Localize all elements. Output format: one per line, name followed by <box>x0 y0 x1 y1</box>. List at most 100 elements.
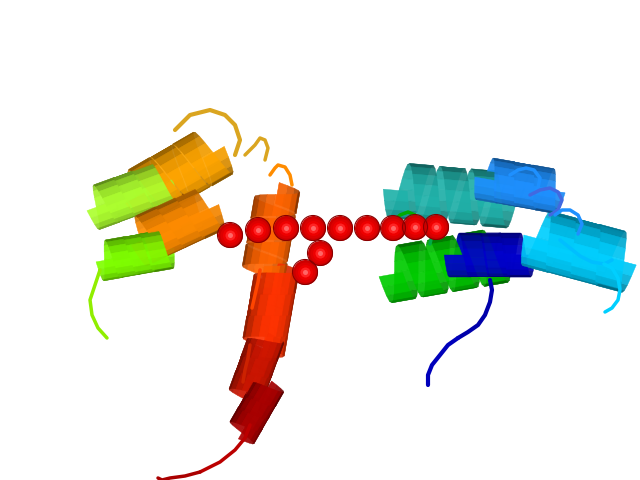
Polygon shape <box>463 249 486 257</box>
Polygon shape <box>444 255 467 264</box>
Polygon shape <box>250 274 255 296</box>
Polygon shape <box>245 242 255 264</box>
Polygon shape <box>259 391 266 410</box>
Polygon shape <box>231 371 243 389</box>
Polygon shape <box>104 248 124 259</box>
Polygon shape <box>599 278 627 291</box>
Polygon shape <box>458 230 483 238</box>
Polygon shape <box>516 203 540 210</box>
Polygon shape <box>554 251 584 268</box>
Polygon shape <box>467 172 493 181</box>
Polygon shape <box>100 272 122 280</box>
Polygon shape <box>426 240 450 253</box>
Point <box>388 224 398 232</box>
Polygon shape <box>241 338 248 357</box>
Point <box>225 231 235 239</box>
Polygon shape <box>483 243 505 251</box>
Polygon shape <box>497 236 519 241</box>
Polygon shape <box>139 231 159 235</box>
Polygon shape <box>244 382 253 397</box>
Polygon shape <box>544 189 565 193</box>
Polygon shape <box>239 397 251 415</box>
Polygon shape <box>456 241 481 255</box>
Polygon shape <box>150 196 174 208</box>
Polygon shape <box>262 336 274 358</box>
Polygon shape <box>256 300 268 324</box>
Polygon shape <box>494 192 516 202</box>
Polygon shape <box>152 145 176 160</box>
Polygon shape <box>179 152 204 174</box>
Polygon shape <box>499 233 522 234</box>
Polygon shape <box>278 331 286 354</box>
Polygon shape <box>111 250 132 261</box>
Polygon shape <box>247 295 251 318</box>
Polygon shape <box>379 273 406 287</box>
Polygon shape <box>264 229 276 253</box>
Polygon shape <box>489 276 511 277</box>
Polygon shape <box>143 212 166 225</box>
Polygon shape <box>243 246 251 269</box>
Polygon shape <box>95 190 116 206</box>
Polygon shape <box>248 320 258 344</box>
Polygon shape <box>383 283 410 296</box>
Polygon shape <box>153 180 173 187</box>
Polygon shape <box>496 200 519 207</box>
Polygon shape <box>247 296 253 320</box>
Polygon shape <box>237 358 248 378</box>
Polygon shape <box>182 236 205 248</box>
Polygon shape <box>589 234 619 251</box>
Polygon shape <box>232 407 244 423</box>
Polygon shape <box>96 259 117 269</box>
Polygon shape <box>537 226 567 243</box>
Polygon shape <box>145 256 166 266</box>
Polygon shape <box>273 284 285 309</box>
Polygon shape <box>511 264 534 271</box>
Polygon shape <box>462 241 485 249</box>
Polygon shape <box>385 209 411 218</box>
Polygon shape <box>113 258 135 268</box>
Polygon shape <box>156 256 174 266</box>
Polygon shape <box>536 204 560 213</box>
Polygon shape <box>490 199 516 212</box>
Polygon shape <box>522 247 548 264</box>
Polygon shape <box>256 273 267 294</box>
Polygon shape <box>546 265 572 278</box>
Point <box>281 224 291 232</box>
Polygon shape <box>120 274 140 277</box>
Polygon shape <box>394 200 420 211</box>
Polygon shape <box>460 233 483 236</box>
Polygon shape <box>259 315 271 336</box>
Polygon shape <box>141 235 163 244</box>
Polygon shape <box>596 276 621 289</box>
Polygon shape <box>522 235 549 253</box>
Polygon shape <box>250 398 264 416</box>
Polygon shape <box>155 248 174 259</box>
Polygon shape <box>513 162 535 166</box>
Point <box>281 224 291 232</box>
Polygon shape <box>237 395 248 409</box>
Polygon shape <box>426 236 451 245</box>
Polygon shape <box>131 164 151 174</box>
Polygon shape <box>243 243 249 265</box>
Point <box>335 224 345 232</box>
Polygon shape <box>253 391 266 409</box>
Polygon shape <box>574 218 601 225</box>
Polygon shape <box>513 255 536 264</box>
Point <box>335 224 345 232</box>
Polygon shape <box>443 267 470 281</box>
Polygon shape <box>212 171 233 186</box>
Polygon shape <box>534 170 556 181</box>
Polygon shape <box>548 211 576 219</box>
Polygon shape <box>439 257 467 272</box>
Polygon shape <box>242 360 254 382</box>
Polygon shape <box>180 179 207 196</box>
Polygon shape <box>111 206 135 219</box>
Polygon shape <box>488 274 510 277</box>
Polygon shape <box>246 343 258 364</box>
Polygon shape <box>611 258 636 265</box>
Polygon shape <box>563 230 593 247</box>
Polygon shape <box>151 150 174 170</box>
Polygon shape <box>236 371 249 390</box>
Polygon shape <box>476 237 499 243</box>
Polygon shape <box>136 244 161 261</box>
